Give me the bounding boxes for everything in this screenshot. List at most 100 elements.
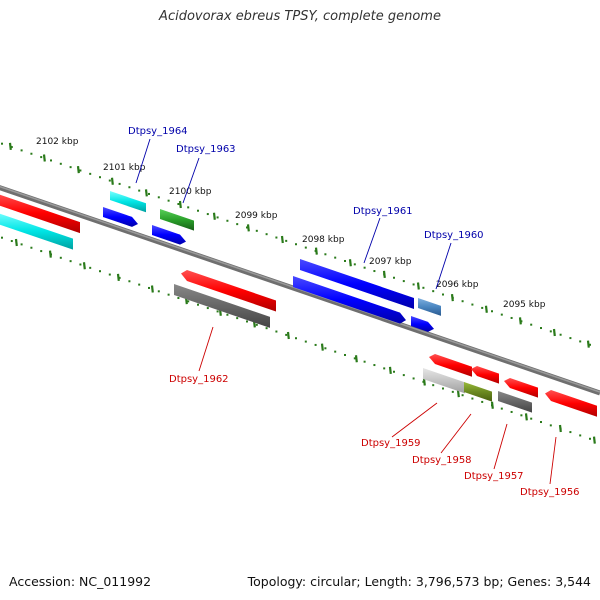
gene-feature-blue[interactable]	[300, 259, 414, 309]
gene-feature-blue[interactable]	[411, 316, 434, 332]
scale-dot	[138, 189, 141, 192]
gene-label-dtpsy-1958[interactable]: Dtpsy_1958	[412, 455, 472, 466]
scale-dot	[40, 250, 43, 253]
scale-dot	[344, 259, 346, 262]
scale-dot	[579, 340, 582, 343]
scale-tick	[524, 413, 528, 421]
scale-dot	[89, 172, 92, 175]
gene-feature-blue[interactable]	[152, 225, 186, 245]
scale-tick	[144, 189, 148, 197]
scale-dot	[20, 243, 23, 246]
accession-text: Accession: NC_011992	[9, 574, 152, 589]
scale-dot	[275, 330, 278, 333]
scale-dot	[275, 236, 278, 239]
scale-tick	[416, 282, 420, 290]
scale-dot	[422, 286, 425, 289]
scale-tick	[8, 142, 12, 151]
scale-dot	[89, 266, 92, 269]
scale-dot	[353, 357, 356, 360]
gene-feature-green[interactable]	[160, 209, 194, 231]
scale-tick	[490, 401, 494, 409]
gene-label-dtpsy-1963[interactable]: Dtpsy_1963	[176, 144, 236, 155]
scale-dot	[99, 270, 101, 273]
gene-feature-red[interactable]	[545, 390, 597, 417]
scale-dot	[324, 347, 327, 350]
scale-dot	[402, 374, 405, 377]
gene-label-dtpsy-1959[interactable]: Dtpsy_1959	[361, 438, 421, 449]
callout-line	[493, 423, 508, 470]
scale-dot	[363, 360, 366, 363]
scale-dot	[59, 162, 62, 165]
scale-dot	[236, 223, 239, 226]
scale-tick	[212, 212, 216, 220]
kbp-label: 2102 kbp	[36, 137, 79, 147]
scale-dot	[461, 394, 464, 397]
scale-track-top	[1, 142, 591, 348]
scale-dot	[432, 290, 435, 293]
scale-dot	[530, 323, 533, 326]
callout-line	[182, 157, 200, 204]
scale-dot	[167, 293, 170, 296]
scale-dot	[30, 246, 33, 249]
gene-label-dtpsy-1956[interactable]: Dtpsy_1956	[520, 487, 580, 498]
kbp-label: 2096 kbp	[436, 280, 479, 290]
scale-dot	[334, 350, 337, 353]
gene-feature-red[interactable]	[471, 366, 499, 384]
scale-dot	[304, 340, 307, 343]
gene-feature-red[interactable]	[429, 354, 472, 377]
gene-feature-blue[interactable]	[293, 276, 406, 324]
gene-feature-steel[interactable]	[418, 298, 441, 316]
scale-dot	[1, 236, 3, 239]
gene-label-dtpsy-1962[interactable]: Dtpsy_1962	[169, 374, 229, 385]
scale-dot	[1, 142, 3, 145]
gene-feature-cyan[interactable]	[0, 212, 73, 250]
gene-feature-gray[interactable]	[174, 284, 270, 328]
scale-dot	[246, 320, 248, 323]
callout-line	[198, 326, 214, 372]
gene-feature-red[interactable]	[181, 270, 276, 312]
gene-feature-gray[interactable]	[498, 391, 532, 413]
scale-tick	[150, 285, 154, 293]
scale-dot	[255, 323, 258, 326]
scale-tick	[280, 235, 284, 244]
scale-dot	[559, 333, 562, 336]
scale-dot	[442, 387, 444, 390]
scale-dot	[99, 176, 101, 179]
scale-dot	[226, 219, 229, 222]
scale-dot	[295, 243, 297, 246]
scale-dot	[383, 367, 386, 370]
gene-label-dtpsy-1964[interactable]: Dtpsy_1964	[128, 126, 188, 137]
scale-dot	[569, 337, 572, 340]
scale-tick	[76, 166, 80, 174]
gene-feature-olive[interactable]	[464, 382, 492, 402]
gene-label-dtpsy-1960[interactable]: Dtpsy_1960	[424, 230, 484, 241]
scale-dot	[589, 343, 591, 346]
scale-dot	[177, 203, 180, 206]
gene-label-dtpsy-1957[interactable]: Dtpsy_1957	[464, 471, 524, 482]
gene-feature-red[interactable]	[504, 378, 538, 398]
scale-tick	[320, 343, 324, 351]
scale-tick	[586, 340, 590, 348]
scale-dot	[402, 280, 405, 283]
scale-dot	[324, 253, 327, 256]
scale-dot	[285, 239, 288, 242]
scale-dot	[432, 384, 435, 387]
gene-feature-red[interactable]	[0, 193, 80, 234]
scale-dot	[304, 246, 307, 249]
gene-label-dtpsy-1961[interactable]: Dtpsy_1961	[353, 206, 413, 217]
scale-dot	[69, 260, 72, 263]
scale-tick	[422, 378, 426, 386]
scale-tick	[314, 247, 318, 255]
callout-line	[135, 138, 151, 184]
scale-dot	[20, 149, 23, 152]
scale-dot	[108, 273, 111, 276]
scale-dot	[285, 333, 288, 336]
gene-feature-light[interactable]	[423, 368, 465, 394]
scale-dot	[177, 297, 180, 300]
scale-tick	[450, 293, 454, 302]
gene-feature-blue[interactable]	[103, 207, 138, 227]
callout-line	[440, 413, 472, 454]
scale-dot	[295, 337, 297, 340]
scale-dot	[246, 226, 248, 229]
gene-feature-cyan[interactable]	[110, 191, 146, 213]
